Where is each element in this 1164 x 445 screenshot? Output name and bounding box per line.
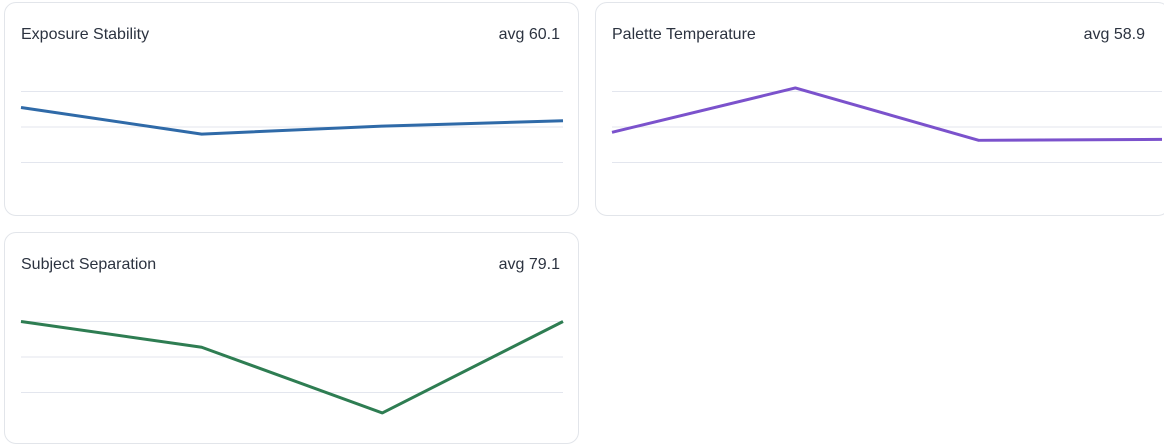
chart-card-palette-temperature: Palette Temperature avg 58.9 <box>595 2 1164 216</box>
series-line <box>612 88 1162 140</box>
line-chart <box>5 3 580 217</box>
series-line <box>21 322 563 413</box>
line-chart <box>5 233 580 445</box>
chart-card-exposure-stability: Exposure Stability avg 60.1 <box>4 2 579 216</box>
series-line <box>21 107 563 134</box>
line-chart <box>596 3 1164 217</box>
chart-card-subject-separation: Subject Separation avg 79.1 <box>4 232 579 444</box>
